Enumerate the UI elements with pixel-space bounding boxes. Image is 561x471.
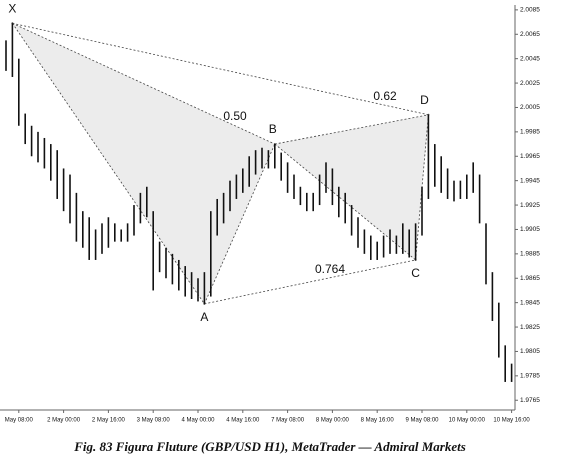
y-tick-label: 1.9945 bbox=[520, 177, 540, 184]
y-tick-label: 1.9905 bbox=[520, 226, 540, 233]
ratio-label: 0.62 bbox=[373, 89, 397, 103]
x-tick-label: 8 May 16:00 bbox=[361, 418, 395, 424]
x-tick-label: 4 May 00:00 bbox=[181, 418, 215, 424]
caption: Fig. 83 Figura Fluture (GBP/USD H1), Met… bbox=[73, 439, 466, 454]
ratio-label: 0.764 bbox=[315, 262, 345, 276]
pattern-line bbox=[12, 22, 275, 145]
ratio-label: 0.50 bbox=[223, 109, 247, 123]
y-tick-label: 1.9765 bbox=[520, 397, 540, 404]
x-tick-label: 10 May 00:00 bbox=[449, 418, 486, 424]
pattern-point-label: C bbox=[411, 266, 420, 280]
x-tick-label: 7 May 08:00 bbox=[271, 418, 305, 424]
pattern-line bbox=[12, 22, 429, 116]
pattern-line bbox=[204, 143, 276, 305]
y-tick-label: 2.0085 bbox=[520, 7, 540, 14]
y-tick-label: 2.0025 bbox=[520, 80, 540, 87]
y-tick-label: 1.9925 bbox=[520, 202, 540, 209]
y-tick-label: 1.9965 bbox=[520, 153, 540, 160]
x-tick-label: 3 May 08:00 bbox=[137, 418, 171, 424]
x-tick-label: 2 May 16:00 bbox=[92, 418, 126, 424]
x-tick-label: 10 May 16:00 bbox=[493, 418, 530, 424]
x-tick-label: May 08:00 bbox=[5, 418, 34, 424]
y-tick-label: 1.9845 bbox=[520, 299, 540, 306]
pattern-point-label: B bbox=[269, 122, 277, 136]
x-tick-label: 4 May 16:00 bbox=[226, 418, 260, 424]
pattern bbox=[11, 22, 430, 305]
y-tick-label: 1.9865 bbox=[520, 275, 540, 282]
pattern-point-label: D bbox=[420, 93, 429, 107]
pattern-wing bbox=[12, 23, 275, 304]
pattern-point-label: X bbox=[8, 1, 16, 15]
y-tick-label: 2.0005 bbox=[520, 104, 540, 111]
pattern-wing bbox=[274, 114, 429, 260]
y-tick-label: 1.9885 bbox=[520, 251, 540, 258]
x-tick-label: 9 May 08:00 bbox=[405, 418, 439, 424]
pattern-line bbox=[204, 259, 416, 305]
pattern-line bbox=[12, 23, 205, 305]
y-tick-label: 1.9785 bbox=[520, 373, 540, 380]
y-tick-label: 1.9985 bbox=[520, 129, 540, 136]
y-tick-label: 2.0065 bbox=[520, 31, 540, 38]
y-tick-label: 2.0045 bbox=[520, 55, 540, 62]
x-tick-label: 8 May 00:00 bbox=[316, 418, 350, 424]
y-tick-label: 1.9805 bbox=[520, 348, 540, 355]
y-tick-label: 1.9825 bbox=[520, 324, 540, 331]
x-tick-label: 2 May 00:00 bbox=[47, 418, 81, 424]
pattern-point-label: A bbox=[200, 310, 208, 324]
